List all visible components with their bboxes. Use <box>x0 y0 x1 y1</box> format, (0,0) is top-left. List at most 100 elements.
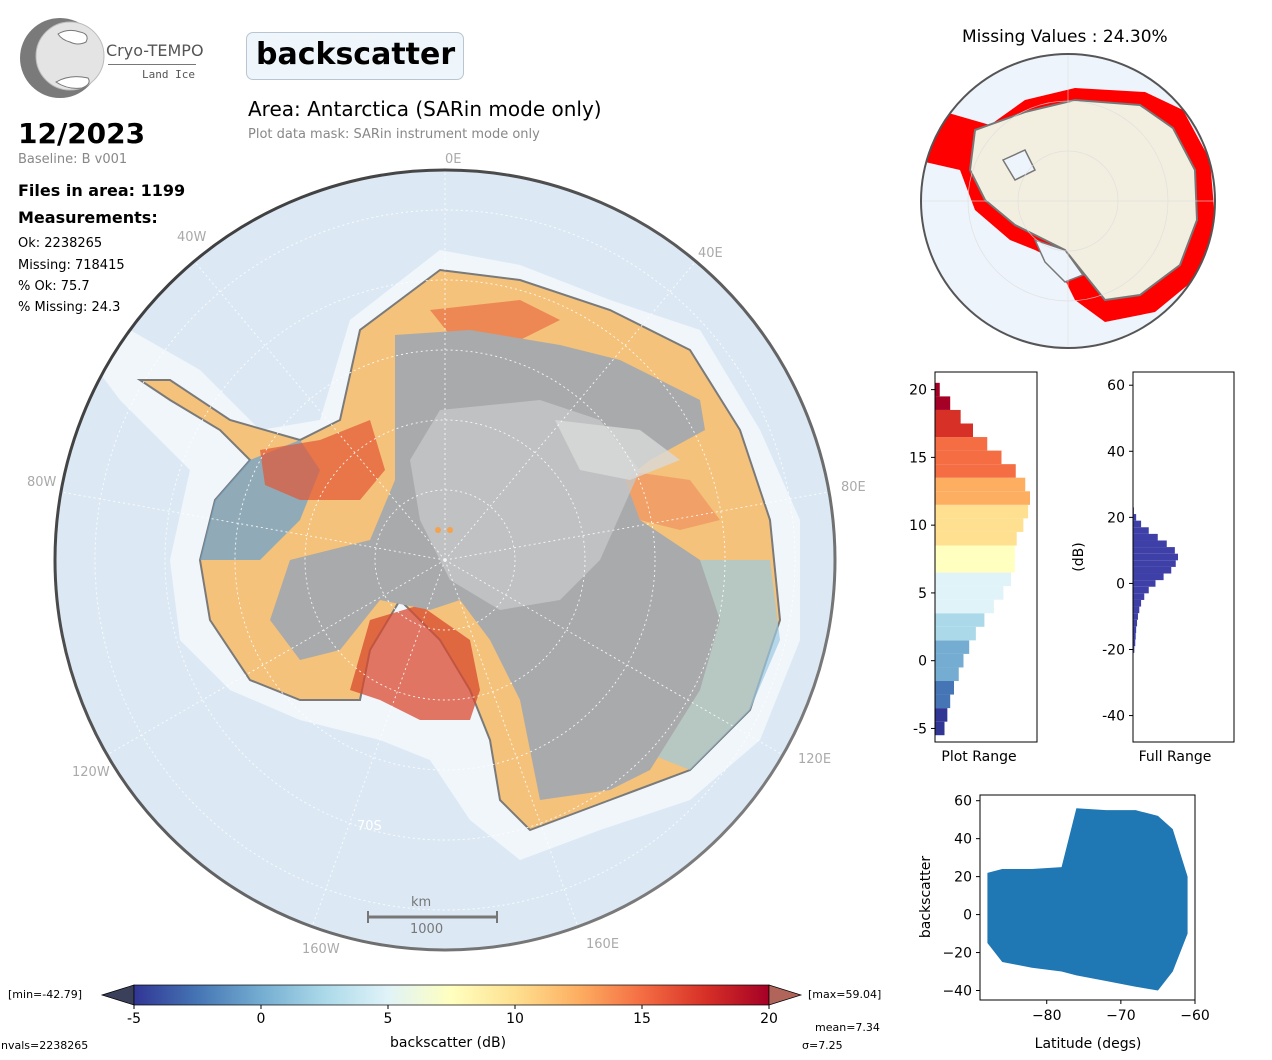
hist-full-range-bar <box>1133 646 1135 653</box>
hist-plot-range-bar <box>935 464 1016 478</box>
hist-plot-range-bar <box>935 437 988 451</box>
hist-plot-range-bar <box>935 681 954 695</box>
date-label: 12/2023 <box>18 117 146 150</box>
hist-full-range-bar <box>1133 639 1136 647</box>
hist-plot-range-bar <box>935 559 1015 573</box>
hist-plot-range-bar <box>935 667 959 682</box>
hist-full-range-xlabel: Full Range <box>1139 749 1212 765</box>
colorbar-ticks: -5 0 5 10 15 20 <box>127 1005 778 1025</box>
hist-plot-range-ticks: -5 0 5 10 15 20 <box>909 383 935 737</box>
colorbar-max-label: [max=59.04] <box>808 988 882 1001</box>
lon-label-40w: 40W <box>177 230 207 245</box>
hist-plot-range-tick-label: 0 <box>918 654 927 670</box>
hist-full-range-bar <box>1133 573 1164 581</box>
colorbar-mean: mean=7.34 <box>815 1021 880 1034</box>
hist-plot-range-frame <box>934 371 1038 743</box>
hist-full-range-tick-label: 20 <box>1107 510 1125 526</box>
scatter-y-tick-label: −20 <box>942 946 972 962</box>
hist-full-range-bar <box>1133 606 1140 614</box>
mask-note: Plot data mask: SARin instrument mode on… <box>248 127 540 142</box>
high-backscatter-ross <box>350 605 480 720</box>
stat-ok: Ok: 2238265 <box>18 236 103 251</box>
graticule <box>60 170 830 928</box>
colorbar-nvals: nvals=2238265 <box>1 1039 89 1052</box>
scatter-frame <box>979 794 1196 1001</box>
stat-missing: Missing: 718415 <box>18 258 125 273</box>
logo <box>18 16 108 100</box>
hist-plot-range-bar <box>935 491 1030 505</box>
logo-divider <box>108 64 196 65</box>
hist-plot-range-bar <box>935 409 961 424</box>
scatter-point-cloud <box>987 808 1188 991</box>
lon-label-0e: 0E <box>445 152 462 167</box>
colorbar-label: backscatter (dB) <box>390 1035 507 1051</box>
hist-plot-range-bar <box>935 531 1017 546</box>
hist-plot-range-bar <box>935 423 973 438</box>
area-title: Area: Antarctica (SARin mode only) <box>248 97 602 121</box>
hist-plot-range-bar <box>935 518 1024 532</box>
dome-highlight <box>555 420 680 480</box>
hist-full-range-bar <box>1133 619 1138 627</box>
variable-title: backscatter <box>246 32 465 80</box>
hist-full-range-bar <box>1133 533 1158 541</box>
missing-map-ross <box>1033 238 1085 283</box>
main-map <box>53 168 837 952</box>
scatter-latitude: −40 −20 0 20 40 60 −80 −70 −60 Latitude (degs) b… <box>918 794 1210 1052</box>
hist-full-range-bar <box>1133 586 1149 594</box>
hist-plot-range-tick-label: -5 <box>913 721 927 737</box>
colorbar-max-extend <box>768 984 803 1006</box>
scatter-y-tick-label: 20 <box>954 870 972 886</box>
scalebar-unit: km <box>411 895 432 910</box>
scatter-x-tick-label: −60 <box>1180 1008 1210 1024</box>
lon-label-120e: 120E <box>798 752 832 767</box>
hist-plot-range-bar <box>935 504 1029 519</box>
colorbar-tick-label: 15 <box>633 1011 651 1025</box>
scatter-y-tick-label: 40 <box>954 832 972 848</box>
hist-full-range-bar <box>1133 599 1142 607</box>
lat-label-70s: 70S <box>357 819 382 834</box>
colorbar-sigma: σ=7.25 <box>802 1039 843 1052</box>
hist-full-range-bar <box>1133 520 1142 528</box>
scatter-points <box>987 808 1188 991</box>
logo-globe-icon <box>20 18 105 98</box>
high-backscatter-north <box>430 300 560 340</box>
hist-full-range-bar <box>1133 613 1138 620</box>
scatter-y-tick-label: −40 <box>942 984 972 1000</box>
hist-full-range-tick-label: 0 <box>1116 576 1125 592</box>
hist-full-range-tick-label: -40 <box>1102 709 1125 725</box>
stat-pct-ok: % Ok: 75.7 <box>18 279 90 294</box>
files-count: Files in area: 1199 <box>18 181 186 200</box>
colorbar-gradient <box>133 984 770 1006</box>
hist-full-range-bar <box>1133 527 1149 534</box>
hist-full-range-bar <box>1133 593 1145 600</box>
pole-mark-1 <box>435 527 441 533</box>
lon-label-40e: 40E <box>698 246 723 261</box>
hist-plot-range-bar <box>935 613 985 627</box>
hist-full-range-tick-label: 40 <box>1107 444 1125 460</box>
hist-plot-range-bar <box>935 721 945 736</box>
missing-map-graticule <box>921 54 1215 348</box>
hist-full-range-frame <box>1132 371 1235 743</box>
scatter-y-tick-label: 60 <box>954 794 972 810</box>
scatter-ticks: −40 −20 0 20 40 60 −80 −70 −60 <box>942 794 1209 1024</box>
hist-plot-range-bar <box>935 653 964 668</box>
hist-full-range-tick-label: 60 <box>1107 378 1125 394</box>
map-border <box>53 168 837 952</box>
hist-plot-range-bar <box>935 572 1011 587</box>
hist-plot-range-tick-label: 10 <box>909 518 927 534</box>
scatter-x-tick-label: −70 <box>1106 1008 1136 1024</box>
missing-values-title: Missing Values : 24.30% <box>962 27 1168 47</box>
colorbar-tick-label: 5 <box>384 1011 393 1025</box>
hist-plot-range-bar <box>935 545 1015 560</box>
scalebar-value: 1000 <box>410 922 444 937</box>
colorbar: -5 0 5 10 15 20 <box>100 984 803 1025</box>
hist-plot-range-bar <box>935 477 1026 492</box>
hist-plot-range-bar <box>935 382 940 397</box>
scatter-xlabel: Latitude (degs) <box>1035 1036 1142 1052</box>
hist-full-range-bar <box>1133 547 1175 554</box>
logo-name: Cryo-TEMPO <box>106 41 204 60</box>
hist-plot-range-bar <box>935 599 994 614</box>
hist-full-range-ticks: -40 -20 0 20 40 60 <box>1102 378 1133 725</box>
hist-full-range-bar <box>1133 632 1136 640</box>
high-backscatter-east <box>620 470 720 530</box>
